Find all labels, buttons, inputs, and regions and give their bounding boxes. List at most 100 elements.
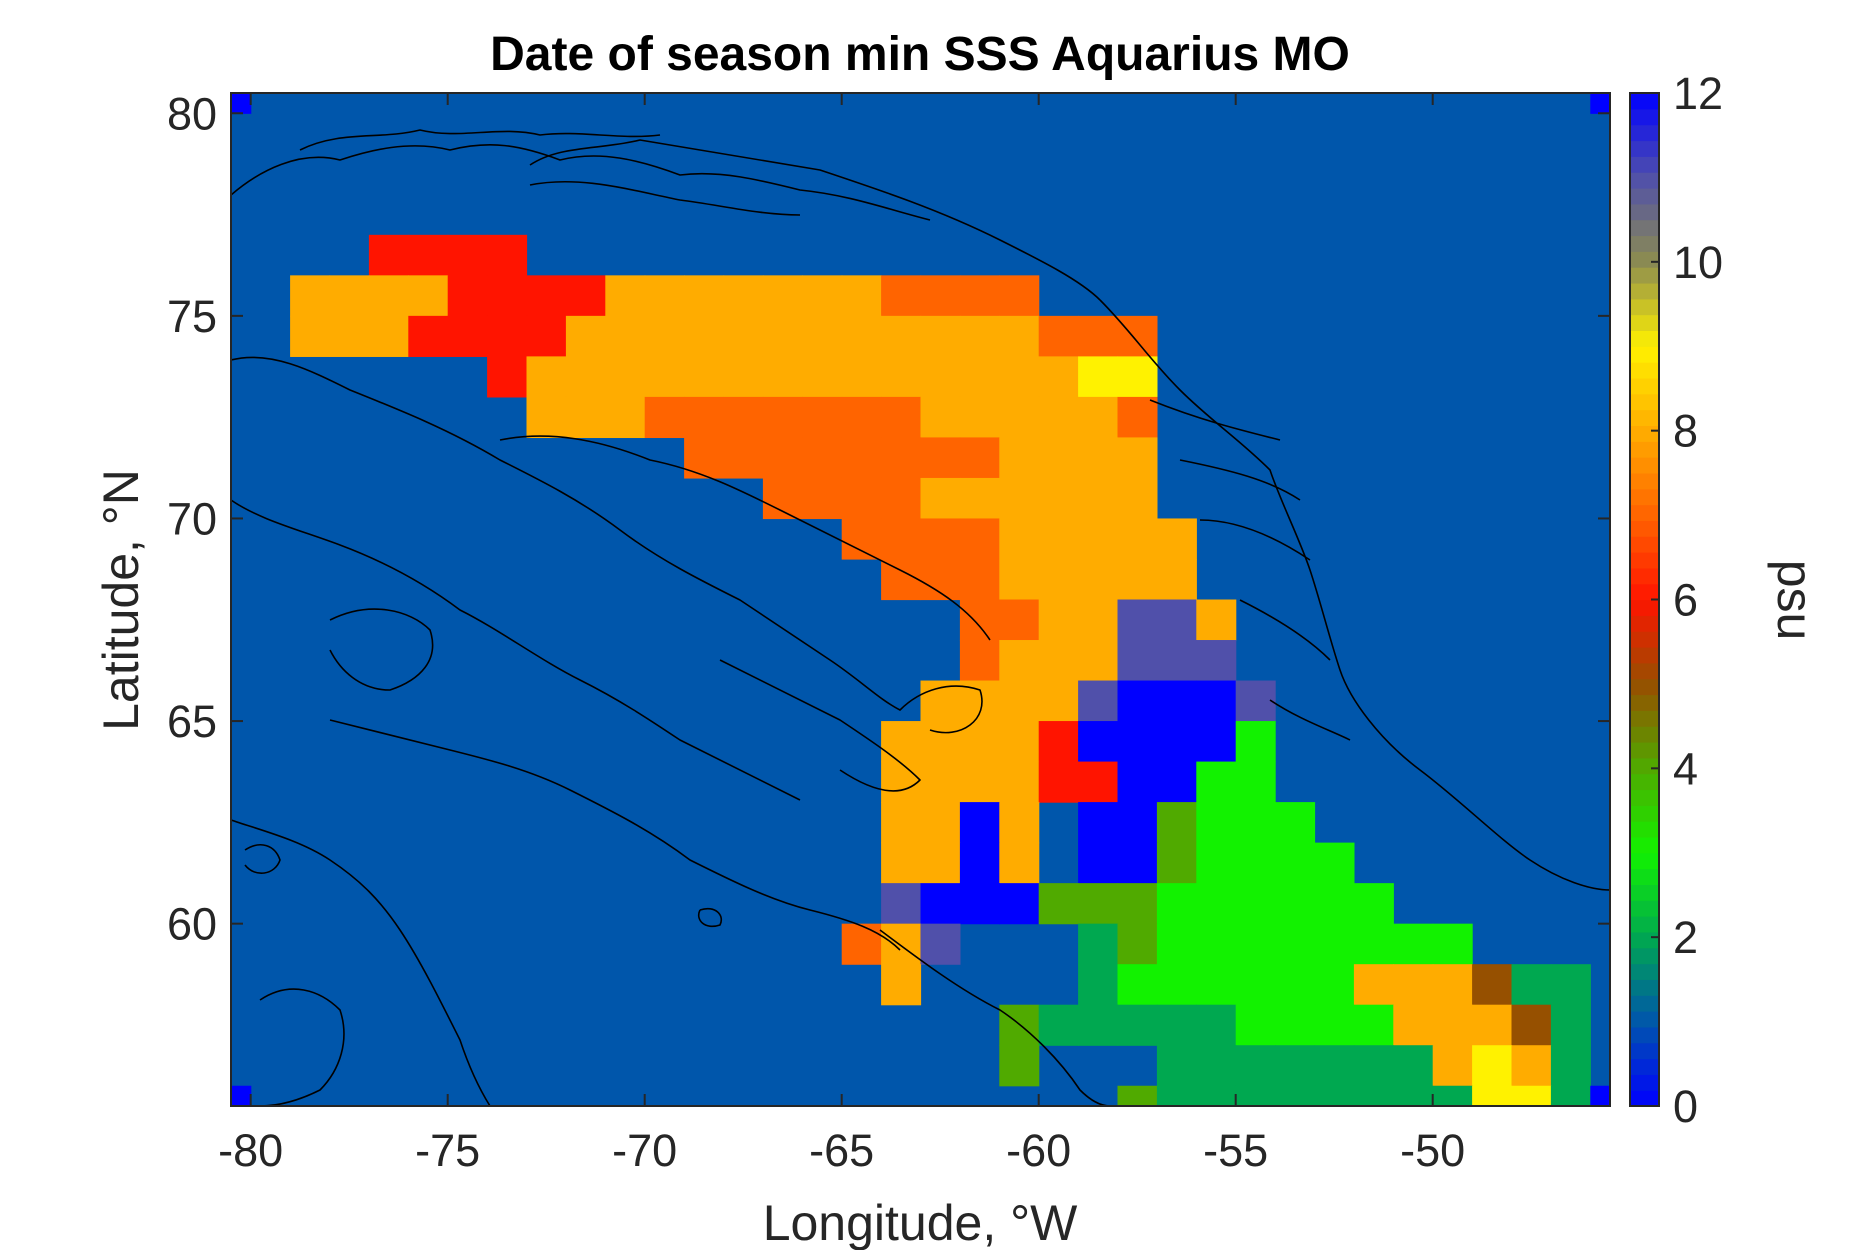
heatmap-cell [1393, 923, 1434, 965]
heatmap-cell [565, 356, 606, 398]
heatmap-cell [1156, 599, 1197, 641]
x-axis: -80 -75 -70 -65 -60 -55 -50 [218, 93, 1465, 1176]
heatmap-cell [1550, 964, 1591, 1006]
heatmap-cell [1038, 761, 1079, 803]
heatmap-cell [1156, 964, 1197, 1006]
heatmap-cell [841, 275, 882, 317]
heatmap-cell [999, 599, 1040, 641]
heatmap-cell [1117, 1004, 1158, 1046]
heatmap-cell [684, 275, 725, 317]
heatmap-cell [1078, 721, 1119, 763]
heatmap-cell [1038, 680, 1079, 722]
heatmap-cell [1078, 883, 1119, 925]
heatmap-cell [1038, 883, 1079, 925]
heatmap-cell [368, 275, 409, 317]
colorbar-step [1630, 678, 1659, 696]
heatmap-cell [487, 234, 528, 276]
heatmap-cell [999, 721, 1040, 763]
colorbar-step [1630, 457, 1659, 474]
heatmap-cell [841, 396, 882, 439]
colorbar-step [1630, 520, 1659, 537]
heatmap-cell [920, 721, 961, 763]
heatmap-cell [881, 518, 922, 560]
heatmap-cell [841, 518, 882, 560]
heatmap-cell [1235, 883, 1276, 925]
heatmap-cell [999, 437, 1040, 479]
heatmap-cell [1078, 964, 1119, 1006]
colorbar-step [1630, 1058, 1659, 1075]
heatmap-cell [802, 477, 843, 520]
heatmap-cell [1078, 923, 1119, 965]
plot-frame [230, 92, 1611, 1107]
heatmap-cell [1275, 1004, 1316, 1046]
heatmap-cell [762, 477, 803, 520]
heatmap-cell [881, 923, 922, 965]
heatmap-cell [999, 275, 1040, 317]
colorbar-step [1630, 441, 1659, 458]
x-tick-label: -70 [612, 1125, 677, 1176]
colorbar-step [1630, 694, 1659, 711]
heatmap-cell [1156, 680, 1197, 722]
heatmap-cell [1078, 558, 1119, 601]
heatmap-cell [1038, 518, 1079, 560]
heatmap-cell [1078, 802, 1119, 844]
heatmap-cell [802, 315, 843, 357]
heatmap-cell [1196, 964, 1237, 1006]
heatmap-cell [1117, 802, 1158, 844]
colorbar-step [1630, 219, 1659, 237]
chart-title: Date of season min SSS Aquarius MO [490, 28, 1350, 81]
colorbar-step [1630, 552, 1659, 569]
heatmap-cell [999, 640, 1040, 682]
heatmap-cell [1078, 315, 1119, 357]
heatmap-cell [1117, 923, 1158, 965]
heatmap-cell [1590, 1085, 1610, 1106]
heatmap-cell [1196, 721, 1237, 763]
heatmap-cell [684, 356, 725, 398]
heatmap-cell [1314, 964, 1355, 1006]
heatmap-cell [881, 356, 922, 398]
heatmap-cell [1117, 964, 1158, 1006]
heatmap-cell [1235, 802, 1276, 844]
colorbar-step [1630, 425, 1659, 442]
colorbar-step [1630, 156, 1659, 173]
heatmap-cell [959, 761, 1000, 803]
heatmap-cell [920, 558, 961, 601]
heatmap-cell [290, 315, 331, 357]
heatmap-cell [408, 234, 449, 276]
plot-area [230, 92, 1611, 1107]
heatmap-cell [881, 477, 922, 520]
heatmap-cell [684, 437, 725, 479]
coastline-labrador [879, 929, 1111, 1106]
colorbar-tick-label: 12 [1673, 68, 1723, 119]
heatmap-cell [920, 761, 961, 803]
heatmap-cell [1156, 923, 1197, 965]
colorbar-step [1630, 916, 1659, 933]
heatmap-cell [881, 315, 922, 357]
heatmap-cell [1196, 761, 1237, 803]
heatmap-cell [487, 356, 528, 398]
colorbar-step [1630, 393, 1659, 411]
heatmap-cell [920, 923, 961, 965]
coastline-greenland-west [1099, 299, 1610, 891]
heatmap-cell [1511, 1004, 1552, 1046]
heatmap-cell [723, 356, 764, 398]
heatmap-cell [605, 396, 646, 439]
heatmap-cell [1078, 396, 1119, 439]
colorbar-step [1630, 710, 1659, 727]
heatmap-cell [1432, 1004, 1473, 1046]
heatmap-cell [1117, 883, 1158, 925]
colorbar-tick-label: 6 [1673, 575, 1698, 626]
heatmap-cell [999, 518, 1040, 560]
colorbar-step [1630, 488, 1659, 506]
heatmap-cell [999, 396, 1040, 439]
y-tick-label: 65 [167, 696, 217, 747]
heatmap-cell [999, 680, 1040, 722]
heatmap-cell [605, 275, 646, 317]
heatmap-cell [368, 315, 409, 357]
x-tick-label: -65 [809, 1125, 874, 1176]
heatmap-cell [1117, 437, 1158, 479]
heatmap-cell [1196, 842, 1237, 884]
heatmap-cell [1511, 964, 1552, 1006]
heatmap-cell [1275, 883, 1316, 925]
